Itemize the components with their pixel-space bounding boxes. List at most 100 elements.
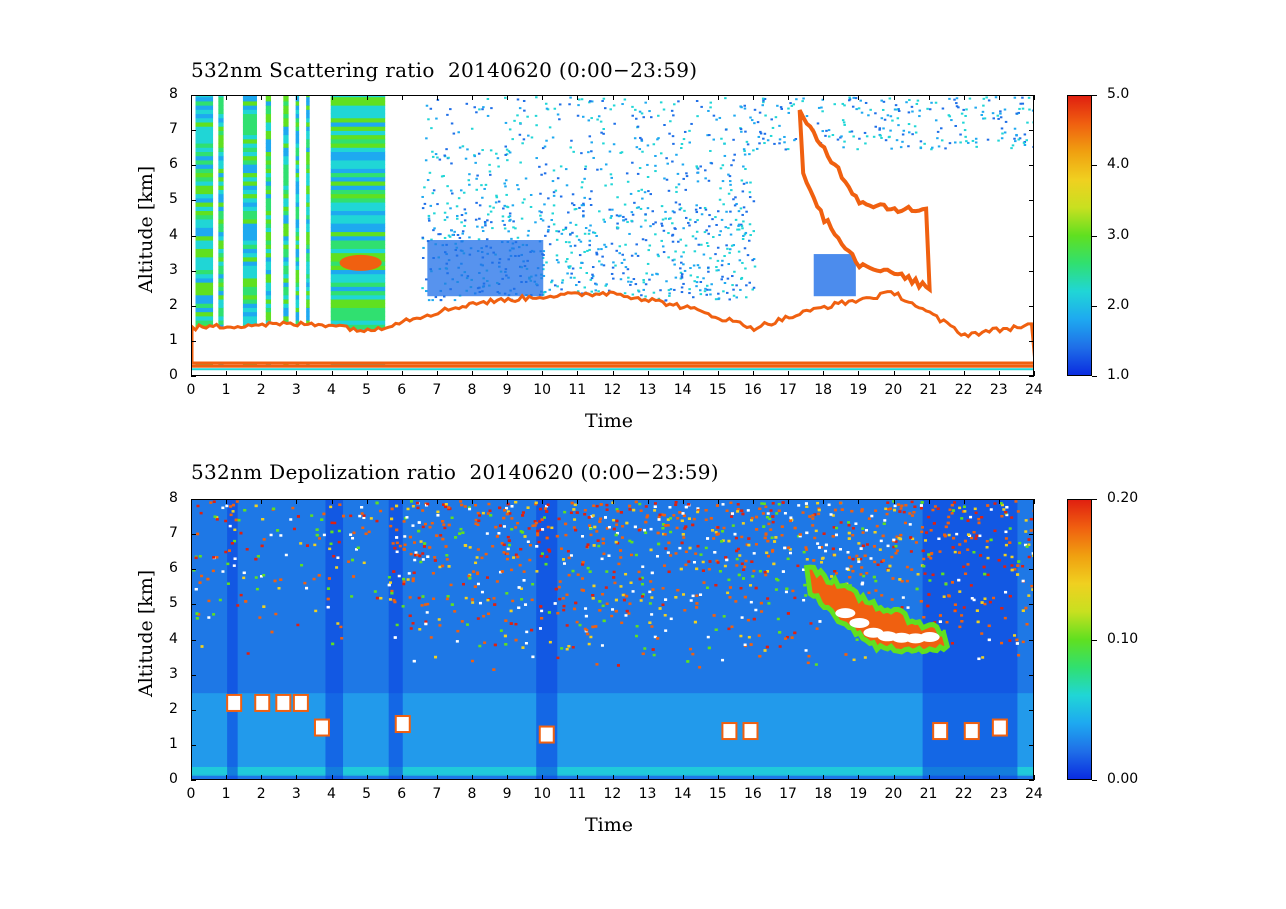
depol-speckle [640,576,644,580]
depol-speckle [666,524,670,527]
scatter-speckle [766,139,770,142]
scatter-cell [242,235,257,241]
y-tick-mark [191,534,196,536]
depol-speckle [754,586,758,590]
scatter-cell [265,307,272,313]
scatter-cell [283,315,289,321]
scatter-cell [330,286,386,292]
depol-speckle [1029,517,1033,521]
y-tick-mark [191,95,196,96]
scatter-speckle [999,116,1003,119]
scatter-cell [218,117,224,123]
scatter-cell [242,143,257,148]
x-tick-mark [226,371,228,376]
scatter-cell [218,151,224,157]
depol-speckle [459,527,463,531]
scatter-speckle [427,299,431,302]
scatter-speckle [581,181,584,184]
scatter-speckle [432,189,436,192]
scatter-cell [283,307,289,313]
scatter-speckle [841,102,845,105]
scatter-cell [218,231,224,237]
depol-speckle [556,656,560,660]
scatter-speckle [568,103,571,106]
scatter-speckle [543,203,546,206]
scatter-speckle [576,290,580,293]
scatter-speckle [594,289,598,292]
depol-speckle [261,517,265,521]
scatter-speckle [683,269,687,272]
scatter-cell [242,138,257,144]
scatter-speckle [551,136,555,139]
depol-speckle [889,507,893,510]
scatter-speckle [734,196,737,199]
scatter-speckle [590,100,594,103]
y-tick-mark [1029,95,1034,96]
scatter-cell [283,105,289,110]
scatter-speckle [657,114,660,117]
scatter-speckle [504,153,507,156]
scatter-speckle [447,156,450,159]
depol-speckle [689,599,693,602]
scatter-speckle [1014,140,1017,143]
depol-speckle [804,649,808,652]
scatter-speckle [1013,127,1017,130]
scatter-speckle [646,163,649,166]
depol-speckle [906,606,910,609]
scatter-cell [195,155,214,161]
depol-speckle [333,521,337,525]
scatter-speckle [908,99,911,102]
depol-speckle [814,529,818,533]
x-tick-mark [928,371,930,376]
scatter-speckle [1022,141,1026,144]
depol-speckle [786,557,790,561]
scatter-cell [242,176,257,182]
scatter-cell [195,265,214,271]
scatter-speckle [745,181,749,184]
scatter-cell [306,134,310,140]
scatter-speckle [741,227,744,230]
scatter-speckle [675,153,678,156]
depol-speckle [534,521,538,525]
scatter-speckle [744,267,747,270]
scatter-speckle [642,281,646,284]
scatter-cell [330,168,386,174]
depol-speckle [292,527,296,531]
scatter-speckle [974,106,977,109]
scatter-speckle [667,189,671,192]
depol-speckle [762,502,766,505]
depol-speckle [643,528,647,532]
depol-speckle [882,522,886,525]
scatter-cell [218,214,224,220]
depol-speckle [504,619,508,622]
dust-core [849,617,870,628]
x-tick-mark [296,499,298,504]
depol-speckle [447,506,451,509]
depol-speckle [947,594,951,597]
x-tick-mark [226,775,228,780]
depol-speckle [195,617,199,620]
scatter-speckle [641,238,645,241]
scatter-speckle [612,261,615,264]
depol-speckle [634,553,638,557]
scatter-speckle [895,139,899,142]
depol-speckle [977,521,981,525]
scatter-speckle [582,210,585,213]
scatter-speckle [503,204,506,207]
scatter-cell [295,282,300,287]
depol-speckle [688,546,692,550]
depol-speckle [653,502,657,505]
depol-speckle [592,584,596,588]
scatter-speckle [724,226,728,229]
x-tick-label: 19 [849,382,868,398]
depol-speckle [586,566,590,570]
scatter-cell [330,202,386,207]
depol-speckle [329,542,333,546]
depol-speckle [299,542,303,545]
scatter-speckle [451,192,454,195]
depol-speckle [714,583,718,587]
depol-speckle [973,507,977,511]
depol-speckle [969,584,973,587]
depol-speckle [817,546,821,549]
scatter-speckle [959,141,962,144]
